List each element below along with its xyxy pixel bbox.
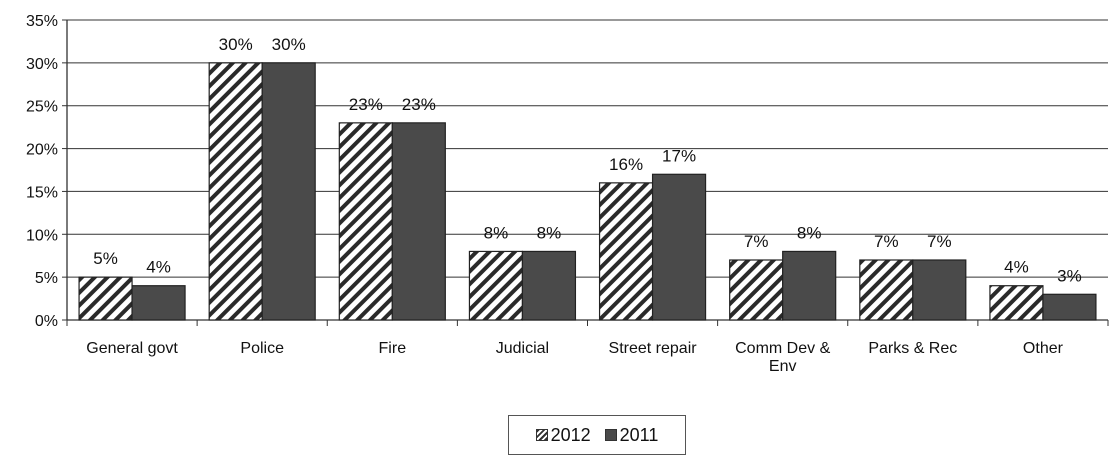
bar-2012-2 xyxy=(339,123,392,320)
data-label-2011-5: 8% xyxy=(797,223,822,242)
legend-label-2012: 2012 xyxy=(551,425,591,446)
data-label-2011-0: 4% xyxy=(146,258,171,277)
bar-2012-5 xyxy=(730,260,783,320)
x-category-label: Police xyxy=(240,340,284,357)
x-category-label: Other xyxy=(1023,340,1064,357)
data-label-2011-6: 7% xyxy=(927,232,952,251)
y-tick-label: 25% xyxy=(26,99,58,116)
x-category-label: General govt xyxy=(86,340,178,357)
data-label-2011-3: 8% xyxy=(537,223,562,242)
y-tick-label: 20% xyxy=(26,142,58,159)
bar-2011-3 xyxy=(522,251,575,320)
data-label-2012-7: 4% xyxy=(1004,258,1029,277)
legend: 2012 2011 xyxy=(508,415,686,455)
y-tick-label: 30% xyxy=(26,56,58,73)
x-category-label: Comm Dev & xyxy=(735,340,830,357)
y-tick-label: 15% xyxy=(26,184,58,201)
bar-2011-0 xyxy=(132,286,185,320)
x-axis-categories: General govt Police Fire Judicial Street rep… xyxy=(86,340,1063,375)
bar-2011-2 xyxy=(392,123,445,320)
bar-2011-5 xyxy=(783,251,836,320)
x-category-label: Parks & Rec xyxy=(868,340,957,357)
bar-2012-7 xyxy=(990,286,1043,320)
bar-2012-1 xyxy=(209,63,262,320)
y-tick-label: 35% xyxy=(26,13,58,30)
legend-swatch-2012 xyxy=(536,429,548,441)
data-label-2012-5: 7% xyxy=(744,232,769,251)
data-label-2012-2: 23% xyxy=(349,95,383,114)
legend-label-2011: 2011 xyxy=(620,425,659,446)
y-tick-label: 5% xyxy=(35,270,58,287)
bar-2011-4 xyxy=(653,174,706,320)
data-label-2012-0: 5% xyxy=(93,249,118,268)
bar-2011-1 xyxy=(262,63,315,320)
data-label-2012-1: 30% xyxy=(219,35,253,54)
data-label-2012-4: 16% xyxy=(609,155,643,174)
x-category-label: Fire xyxy=(379,340,407,357)
legend-item-2011: 2011 xyxy=(605,425,659,446)
bar-2011-6 xyxy=(913,260,966,320)
legend-item-2012: 2012 xyxy=(536,425,591,446)
y-axis-ticks: 0% 5% 10% 15% 20% 25% 30% 35% xyxy=(26,13,67,330)
legend-swatch-2011 xyxy=(605,429,617,441)
y-tick-label: 0% xyxy=(35,313,58,330)
data-label-2012-3: 8% xyxy=(484,223,509,242)
y-tick-label: 10% xyxy=(26,227,58,244)
bar-2012-3 xyxy=(469,251,522,320)
bar-2011-7 xyxy=(1043,294,1096,320)
bar-2012-6 xyxy=(860,260,913,320)
data-label-2011-2: 23% xyxy=(402,95,436,114)
x-category-label: Judicial xyxy=(496,340,549,357)
x-category-label: Street repair xyxy=(609,340,698,357)
data-label-2011-1: 30% xyxy=(272,35,306,54)
x-category-label: Env xyxy=(769,358,797,375)
data-label-2012-6: 7% xyxy=(874,232,899,251)
data-label-2011-4: 17% xyxy=(662,146,696,165)
bar-chart: 0% 5% 10% 15% 20% 25% 30% 35% 5% 4% 30% 30% 23% 23% 8… xyxy=(0,0,1110,410)
data-label-2011-7: 3% xyxy=(1057,266,1082,285)
bar-2012-4 xyxy=(600,183,653,320)
bar-2012-0 xyxy=(79,277,132,320)
